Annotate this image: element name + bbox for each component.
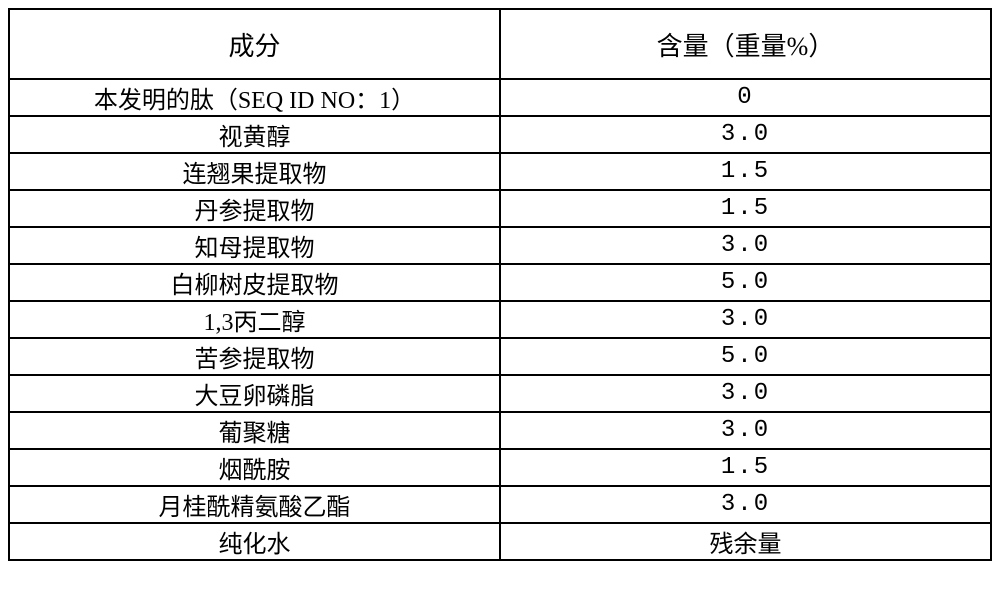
cell-amount: 1.5 xyxy=(500,153,991,190)
cell-amount: 3.0 xyxy=(500,375,991,412)
cell-amount: 0 xyxy=(500,79,991,116)
composition-table-container: 成分 含量（重量%） 本发明的肽（SEQ ID NO：1） 0 视黄醇 3.0 … xyxy=(8,8,992,561)
table-row: 大豆卵磷脂 3.0 xyxy=(9,375,991,412)
table-row: 葡聚糖 3.0 xyxy=(9,412,991,449)
cell-amount: 5.0 xyxy=(500,338,991,375)
table-row: 烟酰胺 1.5 xyxy=(9,449,991,486)
cell-amount: 1.5 xyxy=(500,190,991,227)
table-row: 丹参提取物 1.5 xyxy=(9,190,991,227)
cell-amount: 3.0 xyxy=(500,486,991,523)
table-row: 连翘果提取物 1.5 xyxy=(9,153,991,190)
cell-ingredient: 纯化水 xyxy=(9,523,500,560)
table-row: 视黄醇 3.0 xyxy=(9,116,991,153)
table-header-row: 成分 含量（重量%） xyxy=(9,9,991,79)
cell-ingredient: 1,3丙二醇 xyxy=(9,301,500,338)
cell-ingredient: 苦参提取物 xyxy=(9,338,500,375)
cell-ingredient: 白柳树皮提取物 xyxy=(9,264,500,301)
table-body: 本发明的肽（SEQ ID NO：1） 0 视黄醇 3.0 连翘果提取物 1.5 … xyxy=(9,79,991,560)
cell-ingredient: 葡聚糖 xyxy=(9,412,500,449)
table-row: 1,3丙二醇 3.0 xyxy=(9,301,991,338)
cell-ingredient: 知母提取物 xyxy=(9,227,500,264)
cell-ingredient: 月桂酰精氨酸乙酯 xyxy=(9,486,500,523)
composition-table: 成分 含量（重量%） 本发明的肽（SEQ ID NO：1） 0 视黄醇 3.0 … xyxy=(8,8,992,561)
cell-amount: 5.0 xyxy=(500,264,991,301)
cell-ingredient: 连翘果提取物 xyxy=(9,153,500,190)
cell-ingredient: 烟酰胺 xyxy=(9,449,500,486)
cell-amount: 3.0 xyxy=(500,116,991,153)
cell-ingredient: 丹参提取物 xyxy=(9,190,500,227)
cell-amount: 1.5 xyxy=(500,449,991,486)
header-amount: 含量（重量%） xyxy=(500,9,991,79)
table-row: 纯化水 残余量 xyxy=(9,523,991,560)
table-row: 苦参提取物 5.0 xyxy=(9,338,991,375)
cell-amount: 残余量 xyxy=(500,523,991,560)
table-row: 月桂酰精氨酸乙酯 3.0 xyxy=(9,486,991,523)
header-ingredient: 成分 xyxy=(9,9,500,79)
cell-ingredient: 视黄醇 xyxy=(9,116,500,153)
cell-amount: 3.0 xyxy=(500,412,991,449)
cell-ingredient: 大豆卵磷脂 xyxy=(9,375,500,412)
table-row: 知母提取物 3.0 xyxy=(9,227,991,264)
table-row: 本发明的肽（SEQ ID NO：1） 0 xyxy=(9,79,991,116)
cell-ingredient: 本发明的肽（SEQ ID NO：1） xyxy=(9,79,500,116)
cell-amount: 3.0 xyxy=(500,301,991,338)
cell-amount: 3.0 xyxy=(500,227,991,264)
table-row: 白柳树皮提取物 5.0 xyxy=(9,264,991,301)
